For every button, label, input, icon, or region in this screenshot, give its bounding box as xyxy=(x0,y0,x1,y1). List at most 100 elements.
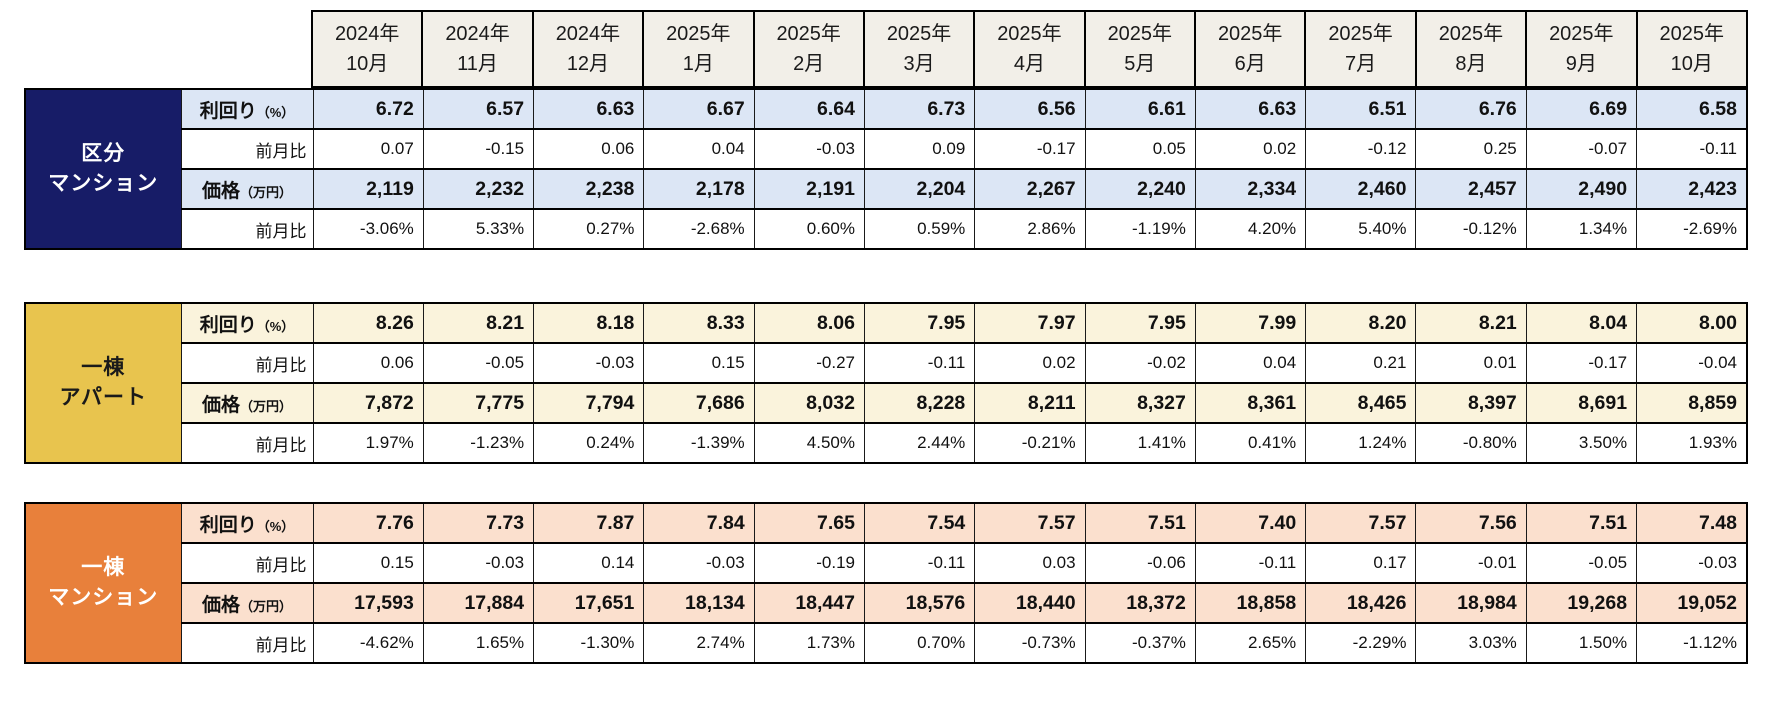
month-cell: 2024年 10月 xyxy=(310,10,424,88)
value-cell: -0.17 xyxy=(974,128,1086,170)
month-text: 2月 xyxy=(793,53,825,75)
value-cell: 6.61 xyxy=(1084,88,1196,130)
month-text: 7月 xyxy=(1345,53,1377,75)
row-label-unit: （%） xyxy=(256,518,295,534)
value-cell: 2,457 xyxy=(1415,168,1527,210)
row-label-text: 価格 xyxy=(201,180,240,202)
month-cell: 2024年 11月 xyxy=(421,10,534,88)
sections-container: 区分 マンション 利回り（%） 6.72 6.57 6.63 6.67 6.64 6.73 6.5… xyxy=(24,88,1748,664)
table-row: 前月比 0.06 -0.05 -0.03 0.15 -0.27 -0.11 0.02 -0.02… xyxy=(25,342,1748,384)
value-cell: 6.63 xyxy=(1194,88,1307,130)
month-year-text: 2025年 xyxy=(1107,23,1173,45)
section-table-3: 一棟 マンション 利回り（%） 7.76 7.73 7.87 7.84 7.65 7.54 7.5… xyxy=(24,502,1748,664)
month-year-text: 2025年 xyxy=(886,23,952,45)
value-cell: -0.03 xyxy=(643,542,755,584)
row-label: 価格（万円） xyxy=(180,582,314,624)
value-cell: 6.76 xyxy=(1415,88,1527,130)
value-cell: 2,191 xyxy=(753,168,865,210)
value-cell: 2,204 xyxy=(863,168,976,210)
value-cell: 4.50% xyxy=(753,422,865,464)
value-cell: 0.05 xyxy=(1084,128,1196,170)
month-cell: 2025年 3月 xyxy=(862,10,976,88)
month-header-row: 2024年 10月 2024年 11月 2024年 12月 2025年 1月 2025年 2月 20… xyxy=(24,10,1748,88)
row-label-unit: （%） xyxy=(256,104,295,120)
value-cell: 1.73% xyxy=(753,622,865,664)
value-cell: 0.01 xyxy=(1415,342,1527,384)
month-cell: 2024年 12月 xyxy=(531,10,645,88)
value-cell: 8,465 xyxy=(1305,382,1417,424)
value-cell: 2,119 xyxy=(312,168,424,210)
value-cell: -1.12% xyxy=(1636,622,1748,664)
value-cell: 1.24% xyxy=(1305,422,1417,464)
value-cell: 0.14 xyxy=(533,542,645,584)
table-row: 価格（万円） 17,593 17,884 17,651 18,134 18,447 18,5… xyxy=(25,582,1748,624)
month-cell: 2025年 10月 xyxy=(1635,10,1748,88)
value-cell: 0.60% xyxy=(753,208,865,250)
row-label: 前月比 xyxy=(180,128,314,170)
value-cell: 0.04 xyxy=(1194,342,1307,384)
value-cell: 0.15 xyxy=(312,542,424,584)
row-label-text: 価格 xyxy=(201,394,240,416)
value-cell: 6.58 xyxy=(1636,88,1748,130)
section-label-line: マンション xyxy=(48,586,159,609)
value-cell: -0.21% xyxy=(974,422,1086,464)
section-label: 一棟 マンション xyxy=(24,502,182,664)
value-cell: 8,228 xyxy=(863,382,976,424)
value-cell: 1.41% xyxy=(1084,422,1196,464)
value-cell: 0.24% xyxy=(533,422,645,464)
value-cell: -0.03 xyxy=(753,128,865,170)
value-cell: -0.03 xyxy=(422,542,535,584)
section-label-line: 区分 xyxy=(81,141,126,165)
month-year-text: 2025年 xyxy=(1217,23,1283,45)
value-cell: 5.33% xyxy=(422,208,535,250)
row-label-text: 価格 xyxy=(201,594,240,616)
value-cell: -1.23% xyxy=(422,422,535,464)
value-cell: -0.12% xyxy=(1415,208,1527,250)
value-cell: 7,794 xyxy=(533,382,645,424)
table-row: 価格（万円） 2,119 2,232 2,238 2,178 2,191 2,204 2,26… xyxy=(25,168,1748,210)
table-row: 区分 マンション 利回り（%） 6.72 6.57 6.63 6.67 6.64 6.73 6.5… xyxy=(24,88,1748,250)
value-cell: 2,178 xyxy=(643,168,755,210)
value-cell: -0.19 xyxy=(753,542,865,584)
value-cell: 2,267 xyxy=(974,168,1086,210)
market-summary-page: 2024年 10月 2024年 11月 2024年 12月 2025年 1月 2025年 2月 20… xyxy=(24,10,1748,664)
value-cell: 0.09 xyxy=(863,128,976,170)
value-cell: 0.41% xyxy=(1194,422,1307,464)
value-cell: 6.67 xyxy=(643,88,755,130)
value-cell: 0.06 xyxy=(533,128,645,170)
value-cell: 7.97 xyxy=(974,302,1086,344)
month-header-table: 2024年 10月 2024年 11月 2024年 12月 2025年 1月 2025年 2月 20… xyxy=(24,10,1748,88)
section-label-line: 一棟 xyxy=(81,355,126,379)
value-cell: 6.57 xyxy=(422,88,535,130)
value-cell: -1.39% xyxy=(643,422,755,464)
value-cell: 0.03 xyxy=(974,542,1086,584)
value-cell: -0.15 xyxy=(422,128,535,170)
value-cell: -1.30% xyxy=(533,622,645,664)
value-cell: 7.65 xyxy=(753,502,865,544)
value-cell: 4.20% xyxy=(1194,208,1307,250)
value-cell: 0.27% xyxy=(533,208,645,250)
value-cell: 2.86% xyxy=(974,208,1086,250)
section-table-1: 区分 マンション 利回り（%） 6.72 6.57 6.63 6.67 6.64 6.73 6.5… xyxy=(24,88,1748,250)
section-label-line: マンション xyxy=(48,172,159,195)
value-cell: 6.64 xyxy=(753,88,865,130)
value-cell: 3.03% xyxy=(1415,622,1527,664)
table-row: 前月比 0.07 -0.15 0.06 0.04 -0.03 0.09 -0.17 0.05 0.… xyxy=(25,128,1748,170)
value-cell: 0.04 xyxy=(643,128,755,170)
month-text: 3月 xyxy=(903,53,935,75)
value-cell: 8.21 xyxy=(422,302,535,344)
value-cell: 0.15 xyxy=(643,342,755,384)
value-cell: 7.76 xyxy=(312,502,424,544)
value-cell: 18,426 xyxy=(1305,582,1417,624)
month-year-text: 2025年 xyxy=(1438,23,1504,45)
row-label: 前月比 xyxy=(180,422,314,464)
value-cell: 6.69 xyxy=(1525,88,1638,130)
month-year-text: 2025年 xyxy=(1659,23,1725,45)
row-label-unit: （万円） xyxy=(240,184,293,200)
row-label-text: 前月比 xyxy=(255,221,307,241)
value-cell: 7.51 xyxy=(1525,502,1638,544)
section-label-line: アパート xyxy=(59,386,148,409)
month-text: 11月 xyxy=(457,53,498,75)
row-label: 利回り（%） xyxy=(180,302,314,344)
value-cell: 7.87 xyxy=(533,502,645,544)
